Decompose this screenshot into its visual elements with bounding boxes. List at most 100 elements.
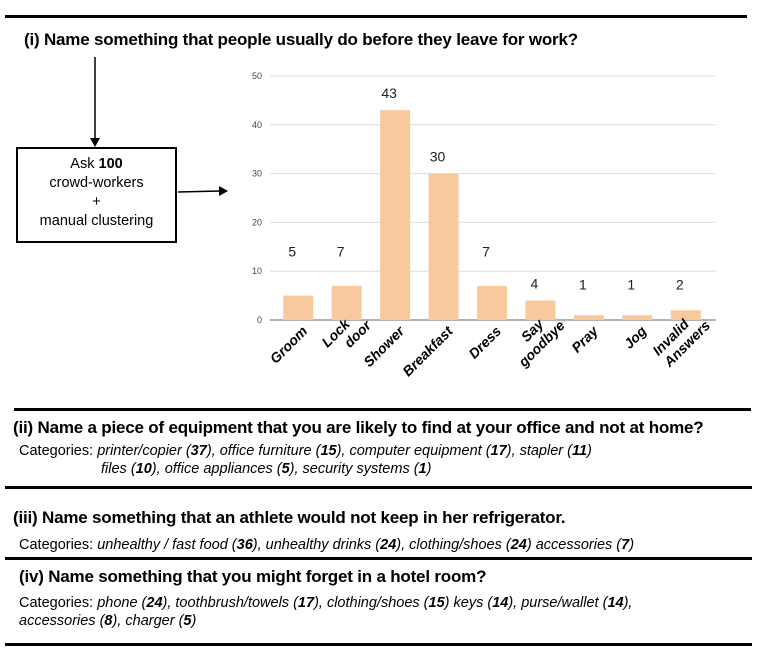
category-punct: ), [336, 443, 350, 459]
data-label: 2 [676, 276, 684, 292]
category-count: 5 [183, 613, 192, 629]
question-ii-heading: (ii) Name a piece of equipment that you … [13, 418, 704, 437]
divider [5, 486, 752, 489]
category-punct: ), [162, 595, 176, 611]
bar [573, 315, 604, 320]
category-count: 24 [380, 537, 397, 553]
x-tick-label: Pray [568, 322, 602, 356]
category-item: toothbrush/towels (17), [175, 595, 327, 611]
bar [283, 295, 314, 320]
x-tick-label: Breakfast [399, 322, 456, 379]
y-tick-label: 20 [252, 217, 262, 227]
category-item: keys (14), [454, 595, 522, 611]
bar [670, 310, 701, 320]
categories-label: Categories: [19, 537, 94, 553]
y-tick-label: 10 [252, 266, 262, 276]
data-label: 5 [288, 244, 296, 260]
y-tick-label: 50 [252, 71, 262, 81]
process-box: Ask 100 crowd-workers + manual clusterin… [16, 147, 177, 243]
box-text: Ask [70, 156, 99, 172]
category-name: security systems ( [302, 461, 419, 477]
x-tick-label: Jog [621, 322, 650, 351]
category-name: accessories ( [535, 537, 622, 553]
category-item: clothing/shoes (15) [327, 595, 454, 611]
category-count: 15 [428, 595, 445, 611]
categories-iv: Categories: phone (24), toothbrush/towel… [19, 594, 632, 612]
data-label: 1 [627, 276, 635, 292]
category-count: 5 [281, 461, 290, 477]
category-count: 37 [190, 443, 207, 459]
category-count: 36 [236, 537, 253, 553]
category-count: 17 [490, 443, 507, 459]
categories-iii: Categories: unhealthy / fast food (36), … [19, 536, 634, 554]
category-count: 24 [510, 537, 527, 553]
category-punct: ) [191, 613, 197, 629]
category-item: accessories (8), [19, 613, 125, 629]
category-punct: ), [508, 595, 522, 611]
box-text: manual clustering [39, 213, 154, 229]
bar [428, 173, 459, 320]
x-tick-label: Groom [267, 323, 311, 367]
category-name: unhealthy / fast food ( [97, 537, 237, 553]
category-name: files ( [101, 461, 136, 477]
category-count: 7 [621, 537, 630, 553]
data-label: 7 [482, 244, 490, 260]
category-name: printer/copier ( [97, 443, 191, 459]
question-iv-heading: (iv) Name something that you might forge… [19, 567, 487, 586]
category-item: phone (24), [97, 595, 175, 611]
category-item: accessories (7) [536, 537, 634, 553]
category-count: 11 [571, 443, 588, 459]
category-name: unhealthy drinks ( [265, 537, 381, 553]
x-tick-line: Breakfast [399, 322, 456, 379]
category-item: purse/wallet (14), [521, 595, 632, 611]
category-punct: ), [206, 443, 220, 459]
category-list: phone (24), toothbrush/towels (17), clot… [97, 595, 632, 611]
category-item: computer equipment (17), [349, 443, 519, 459]
category-count: 14 [492, 595, 509, 611]
category-item: files (10), [101, 461, 165, 477]
category-name: clothing/shoes ( [326, 595, 429, 611]
category-item: charger (5) [125, 613, 196, 629]
category-count: 8 [104, 613, 113, 629]
category-name: phone ( [97, 595, 147, 611]
box-text: + [92, 194, 101, 210]
question-iii-heading: (iii) Name something that an athlete wou… [13, 508, 566, 527]
category-punct: ), [151, 461, 165, 477]
data-label: 1 [579, 276, 587, 292]
categories-ii: Categories: printer/copier (37), office … [19, 442, 592, 460]
category-list: printer/copier (37), office furniture (1… [97, 443, 592, 459]
category-punct: ), [623, 595, 633, 611]
category-list: files (10), office appliances (5), secur… [101, 460, 431, 478]
category-count: 15 [320, 443, 337, 459]
y-tick-label: 30 [252, 169, 262, 179]
category-item: unhealthy / fast food (36), [97, 537, 265, 553]
data-label: 43 [381, 85, 397, 101]
x-tick-line: Jog [621, 322, 650, 351]
category-name: toothbrush/towels ( [175, 595, 298, 611]
category-item: office furniture (15), [220, 443, 350, 459]
category-punct: ), [112, 613, 126, 629]
bar [331, 285, 362, 320]
bar [477, 285, 507, 320]
data-label: 7 [337, 244, 345, 260]
category-punct: ) [587, 443, 592, 459]
category-name: clothing/shoes ( [409, 537, 511, 553]
bar [380, 110, 411, 320]
categories-label: Categories: [19, 595, 94, 611]
category-list: accessories (8), charger (5) [19, 612, 196, 630]
bar-chart: 010203040505Groom7Lockdoor43Shower30Brea… [252, 71, 716, 379]
y-tick-label: 0 [257, 315, 262, 325]
divider [5, 15, 747, 18]
category-name: stapler ( [519, 443, 572, 459]
category-punct: ), [252, 537, 266, 553]
category-item: security systems (1) [303, 461, 432, 477]
category-punct: ) [629, 537, 635, 553]
bar [622, 315, 653, 320]
divider [14, 408, 751, 411]
category-name: computer equipment ( [349, 443, 491, 459]
x-tick-line: Groom [267, 323, 311, 367]
category-item: stapler (11) [520, 443, 592, 459]
data-label: 30 [430, 149, 446, 165]
category-name: charger ( [125, 613, 184, 629]
